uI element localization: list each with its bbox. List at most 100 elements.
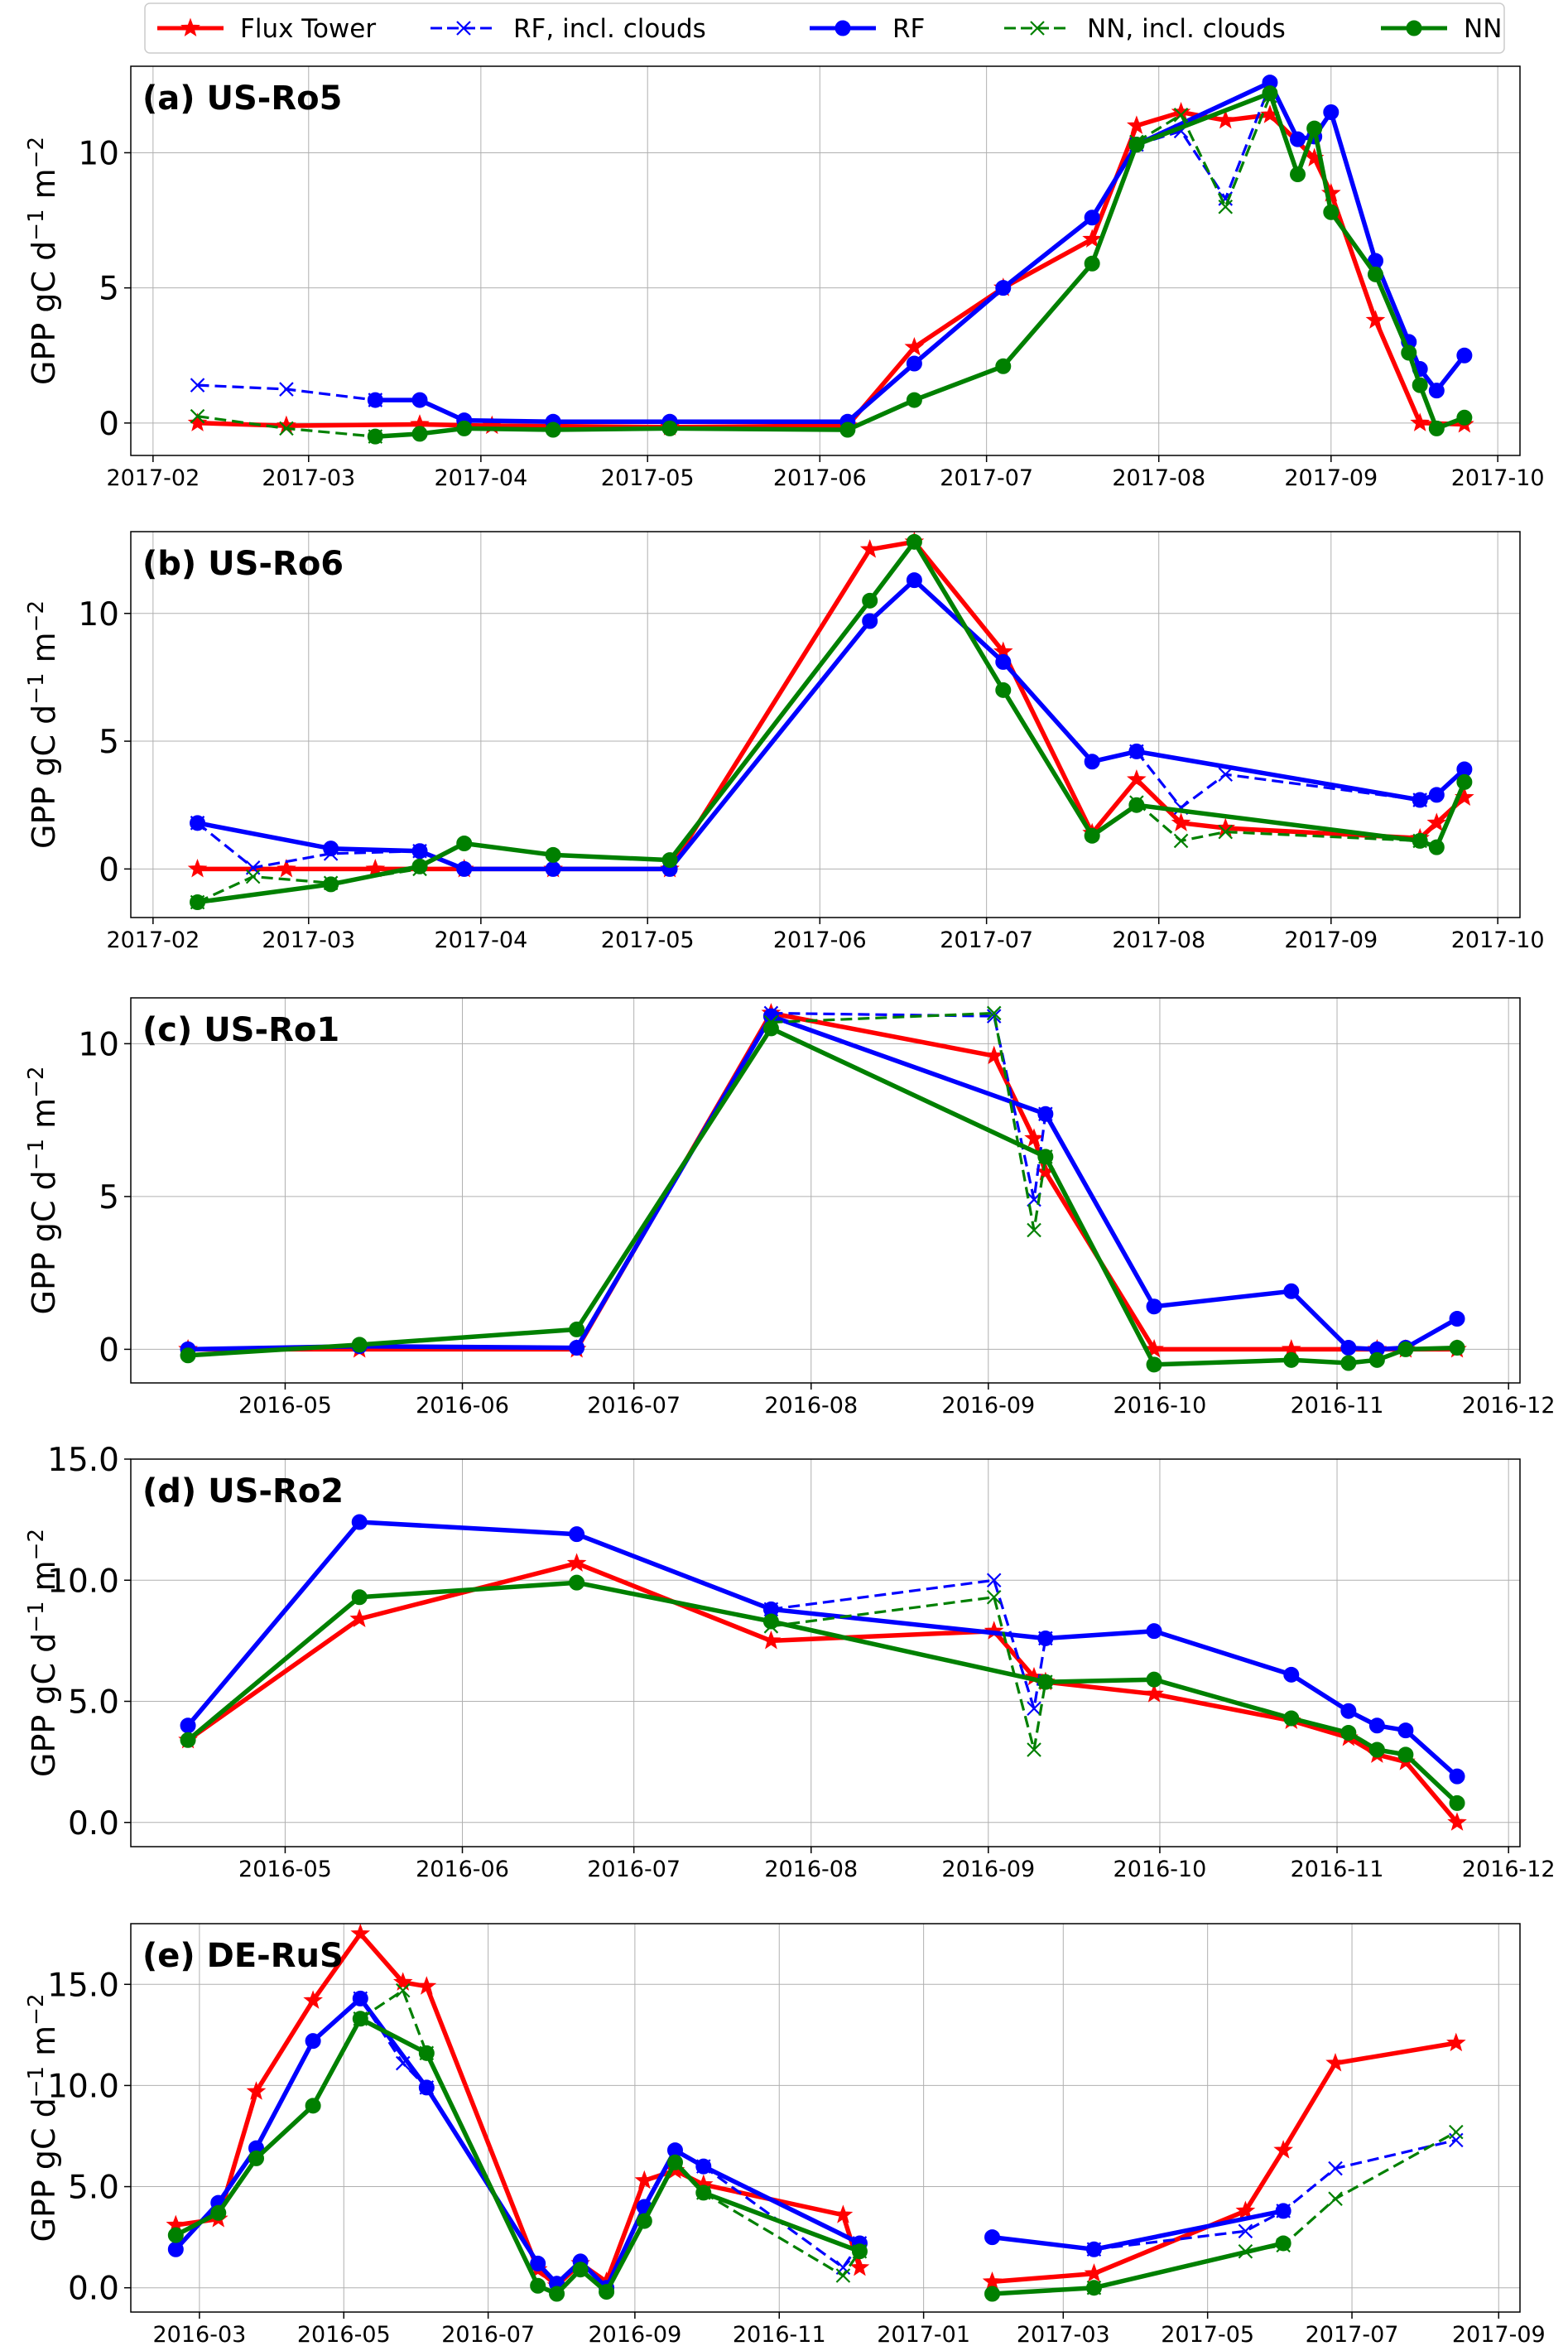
legend-marker-rf-incl-clouds bbox=[456, 21, 471, 36]
x-tick-label: 2016-03 bbox=[152, 2322, 246, 2343]
data-point-nn-incl-clouds bbox=[1027, 1742, 1041, 1757]
data-point-rf bbox=[1290, 131, 1306, 147]
data-point-nn bbox=[1456, 773, 1473, 790]
data-point-nn bbox=[762, 1020, 779, 1037]
y-tick-label: 0.0 bbox=[68, 2271, 119, 2308]
data-point-flux-tower bbox=[566, 1553, 587, 1572]
data-point-rf bbox=[1084, 210, 1100, 226]
series-nn bbox=[180, 1574, 1465, 1811]
data-point-rf bbox=[545, 860, 561, 877]
data-point-nn bbox=[1428, 420, 1445, 436]
data-point-flux-tower bbox=[350, 1924, 371, 1943]
data-point-flux-tower bbox=[349, 1608, 370, 1628]
data-point-nn bbox=[367, 428, 383, 445]
data-point-rf bbox=[1085, 2241, 1102, 2257]
x-tick-label: 2016-09 bbox=[941, 1393, 1035, 1419]
data-point-rf bbox=[1323, 104, 1340, 120]
data-point-flux-tower bbox=[1215, 109, 1236, 129]
data-point-nn bbox=[351, 1589, 368, 1606]
series-line-nn-incl-clouds bbox=[1135, 801, 1421, 842]
data-point-nn bbox=[1146, 1671, 1162, 1688]
panel-title: (d) US-Ro2 bbox=[142, 1472, 344, 1510]
data-point-nn-incl-clouds bbox=[279, 421, 294, 436]
data-point-rf bbox=[1283, 1283, 1300, 1299]
data-point-nn bbox=[995, 358, 1012, 374]
data-point-flux-tower bbox=[187, 412, 208, 431]
data-point-nn bbox=[839, 422, 856, 438]
y-tick-label: 5.0 bbox=[68, 1684, 119, 1722]
data-point-rf bbox=[569, 1526, 585, 1543]
x-tick-label: 2017-08 bbox=[1112, 927, 1205, 953]
data-point-nn bbox=[1084, 255, 1100, 272]
data-point-rf bbox=[418, 2079, 435, 2096]
series-nn bbox=[190, 533, 1473, 910]
x-tick-label: 2017-08 bbox=[1112, 465, 1205, 491]
y-tick-label: 0 bbox=[99, 851, 119, 889]
data-point-nn-incl-clouds bbox=[1027, 1222, 1041, 1238]
data-point-nn bbox=[569, 1574, 585, 1591]
data-point-nn bbox=[1412, 832, 1428, 849]
data-point-nn bbox=[1275, 2235, 1291, 2252]
series-line-rf-incl-clouds bbox=[196, 821, 421, 870]
y-tick-label: 10 bbox=[78, 135, 119, 172]
plot-area bbox=[131, 1459, 1520, 1847]
data-point-rf bbox=[351, 1514, 368, 1530]
data-point-nn bbox=[1262, 85, 1278, 102]
x-tick-label: 2017-06 bbox=[773, 465, 867, 491]
data-point-nn bbox=[695, 2185, 712, 2201]
x-tick-label: 2016-07 bbox=[441, 2322, 535, 2343]
data-point-rf-incl-clouds bbox=[1218, 767, 1234, 782]
y-axis-label: GPP gC d−1 m−2 bbox=[24, 1994, 62, 2242]
data-point-nn-incl-clouds bbox=[245, 869, 261, 884]
data-point-flux-tower bbox=[1447, 1812, 1467, 1831]
x-tick-label: 2016-10 bbox=[1113, 1393, 1207, 1419]
data-point-nn bbox=[1283, 1351, 1300, 1368]
panel-b-us-ro6: 2017-02 2017-03 2017-04 2017-05 2017-06 2017-… bbox=[24, 531, 1545, 953]
legend-marker-nn bbox=[1406, 20, 1422, 36]
data-point-flux-tower bbox=[1235, 2200, 1256, 2219]
y-axis-label: GPP gC d−1 m−2 bbox=[24, 137, 62, 385]
x-tick-label: 2016-07 bbox=[587, 1857, 681, 1882]
legend-marker-flux-tower bbox=[180, 17, 200, 37]
y-tick-label: 0 bbox=[99, 1332, 119, 1369]
data-point-nn bbox=[411, 858, 428, 874]
data-point-nn bbox=[351, 1337, 368, 1353]
x-tick-label: 2017-02 bbox=[106, 927, 200, 953]
data-point-rf-incl-clouds bbox=[1238, 2223, 1253, 2239]
x-tick-label: 2016-12 bbox=[1462, 1857, 1556, 1882]
panel-title: (e) DE-RuS bbox=[142, 1937, 344, 1975]
data-point-rf bbox=[323, 841, 339, 857]
data-point-rf bbox=[1283, 1666, 1300, 1683]
data-point-nn bbox=[323, 876, 339, 893]
y-tick-label: 5.0 bbox=[68, 2170, 119, 2207]
data-point-rf bbox=[190, 815, 206, 831]
data-point-rf bbox=[411, 843, 428, 860]
y-axis-label: GPP gC d−1 m−2 bbox=[24, 1067, 62, 1315]
x-tick-label: 2016-12 bbox=[1462, 1393, 1556, 1419]
data-point-rf bbox=[456, 860, 473, 877]
data-point-nn bbox=[1397, 1341, 1414, 1357]
data-point-nn bbox=[1283, 1710, 1300, 1727]
x-tick-label: 2017-05 bbox=[1161, 2322, 1254, 2343]
panel-e-de-rus: 2016-03 2016-05 2016-07 2016-09 2016-11 2017-… bbox=[24, 1923, 1546, 2346]
y-axis-label: GPP gC d−1 m−2 bbox=[24, 1529, 62, 1777]
data-point-rf bbox=[906, 355, 922, 372]
series-group bbox=[178, 1514, 1467, 1831]
data-point-nn bbox=[549, 2286, 565, 2302]
y-tick-label: 5 bbox=[99, 271, 119, 308]
x-tick-label: 2016-11 bbox=[1291, 1393, 1384, 1419]
y-tick-label: 10.0 bbox=[47, 2068, 119, 2105]
panel-title: (b) US-Ro6 bbox=[142, 545, 344, 583]
axes-frame bbox=[130, 1923, 1521, 2313]
data-point-flux-tower bbox=[1024, 1128, 1044, 1147]
data-point-nn bbox=[661, 852, 678, 869]
data-point-flux-tower bbox=[1446, 2032, 1466, 2052]
x-tick-label: 2017-10 bbox=[1451, 927, 1545, 953]
data-point-nn bbox=[352, 2011, 368, 2027]
data-point-rf bbox=[352, 1990, 368, 2006]
data-point-flux-tower bbox=[849, 2257, 870, 2276]
panel-c-us-ro1: 2016-05 2016-06 2016-07 2016-08 2016-09 2016-… bbox=[24, 997, 1556, 1419]
series-group bbox=[187, 532, 1474, 910]
data-point-flux-tower bbox=[833, 2204, 854, 2223]
